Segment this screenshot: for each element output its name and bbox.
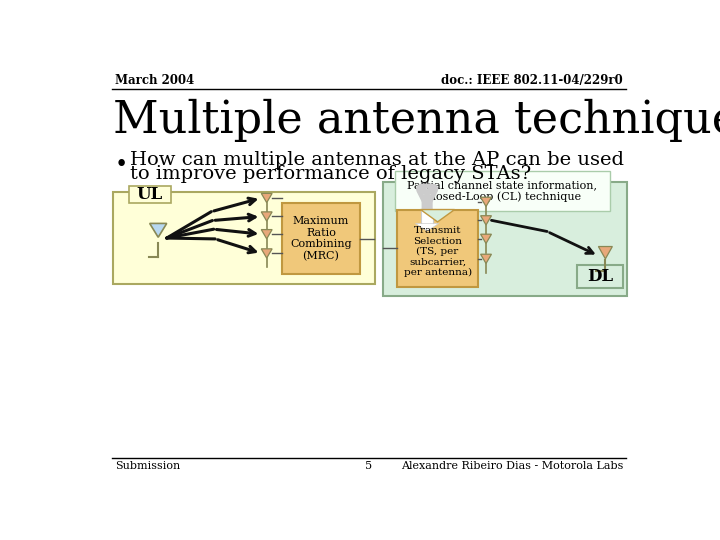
Polygon shape [415, 224, 438, 231]
Bar [577, 265, 624, 288]
Text: Multiple antenna techniques (1/5): Multiple antenna techniques (1/5) [113, 99, 720, 142]
Polygon shape [598, 247, 612, 259]
Polygon shape [261, 230, 272, 239]
Text: to improve performance of legacy STAs?: to improve performance of legacy STAs? [130, 165, 531, 183]
Text: 5: 5 [366, 461, 372, 471]
Text: doc.: IEEE 802.11-04/229r0: doc.: IEEE 802.11-04/229r0 [441, 73, 624, 87]
Text: Alexandre Ribeiro Dias - Motorola Labs: Alexandre Ribeiro Dias - Motorola Labs [401, 461, 624, 471]
Polygon shape [481, 215, 492, 225]
Polygon shape [481, 254, 492, 264]
Text: DL: DL [587, 268, 613, 285]
Text: Partial channel state information,
Closed-Loop (CL) technique: Partial channel state information, Close… [408, 180, 598, 202]
Polygon shape [420, 210, 454, 222]
Text: UL: UL [137, 186, 163, 202]
Bar [421, 211, 433, 226]
Bar [397, 210, 478, 287]
Text: March 2004: March 2004 [114, 73, 194, 87]
Text: Submission: Submission [114, 461, 180, 471]
Text: Transmit
Selection
(TS, per
subcarrier,
per antenna): Transmit Selection (TS, per subcarrier, … [403, 226, 472, 278]
Bar [395, 171, 610, 211]
Polygon shape [261, 212, 272, 221]
Text: Maximum
Ratio
Combining
(MRC): Maximum Ratio Combining (MRC) [290, 216, 352, 261]
Bar [282, 204, 360, 274]
Bar [129, 186, 171, 202]
Polygon shape [481, 234, 492, 244]
Text: How can multiple antennas at the AP can be used: How can multiple antennas at the AP can … [130, 151, 624, 169]
Bar [383, 182, 627, 296]
Text: •: • [114, 154, 128, 176]
Polygon shape [481, 197, 492, 206]
Bar [113, 192, 375, 284]
Polygon shape [150, 224, 167, 237]
Polygon shape [261, 249, 272, 258]
Polygon shape [261, 193, 272, 202]
